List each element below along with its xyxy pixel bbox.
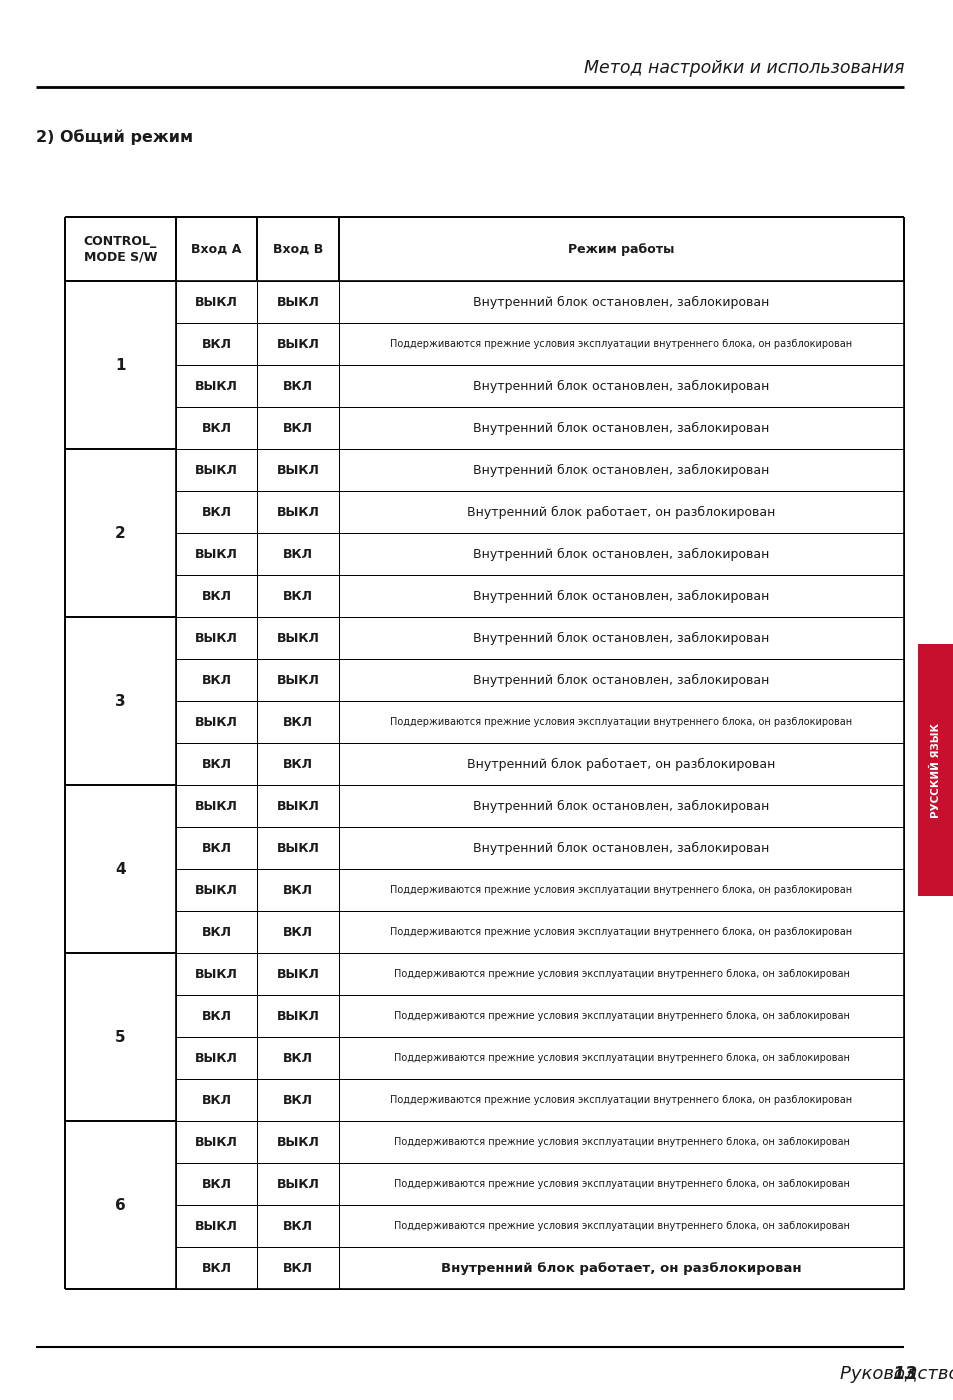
Text: ВЫКЛ: ВЫКЛ [194, 1051, 237, 1065]
Text: 6: 6 [114, 1198, 126, 1212]
Text: ВКЛ: ВКЛ [201, 505, 232, 519]
Text: 5: 5 [115, 1030, 126, 1044]
Text: ВКЛ: ВКЛ [282, 925, 313, 939]
Text: ВЫКЛ: ВЫКЛ [194, 295, 237, 309]
Text: Поддерживаются прежние условия эксплуатации внутреннего блока, он разблокирован: Поддерживаются прежние условия эксплуата… [390, 339, 852, 350]
Text: ВКЛ: ВКЛ [201, 1009, 232, 1023]
Text: ВКЛ: ВКЛ [201, 1261, 232, 1275]
Text: 2: 2 [114, 526, 126, 540]
Text: Метод настройки и использования: Метод настройки и использования [583, 59, 903, 77]
Text: ВКЛ: ВКЛ [201, 925, 232, 939]
Text: ВКЛ: ВКЛ [282, 1261, 313, 1275]
Text: 1: 1 [115, 358, 126, 372]
Text: ВЫКЛ: ВЫКЛ [276, 841, 319, 855]
Text: ВКЛ: ВКЛ [282, 547, 313, 561]
Text: ВЫКЛ: ВЫКЛ [276, 799, 319, 813]
Text: 4: 4 [115, 862, 126, 876]
Text: Внутренний блок остановлен, заблокирован: Внутренний блок остановлен, заблокирован [473, 799, 769, 813]
Text: Внутренний блок остановлен, заблокирован: Внутренний блок остановлен, заблокирован [473, 421, 769, 435]
Text: Внутренний блок остановлен, заблокирован: Внутренний блок остановлен, заблокирован [473, 631, 769, 645]
Text: Поддерживаются прежние условия эксплуатации внутреннего блока, он разблокирован: Поддерживаются прежние условия эксплуата… [390, 717, 852, 728]
Text: Внутренний блок остановлен, заблокирован: Внутренний блок остановлен, заблокирован [473, 379, 769, 393]
Text: Поддерживаются прежние условия эксплуатации внутреннего блока, он заблокирован: Поддерживаются прежние условия эксплуата… [394, 1011, 848, 1022]
Text: ВКЛ: ВКЛ [201, 1177, 232, 1191]
Text: 13: 13 [891, 1365, 916, 1383]
Text: ВКЛ: ВКЛ [282, 421, 313, 435]
Text: ВКЛ: ВКЛ [282, 1051, 313, 1065]
Text: Внутренний блок остановлен, заблокирован: Внутренний блок остановлен, заблокирован [473, 463, 769, 477]
Text: ВЫКЛ: ВЫКЛ [276, 1135, 319, 1149]
Text: Поддерживаются прежние условия эксплуатации внутреннего блока, он разблокирован: Поддерживаются прежние условия эксплуата… [390, 927, 852, 938]
Text: ВКЛ: ВКЛ [201, 1093, 232, 1107]
Text: ВКЛ: ВКЛ [201, 673, 232, 687]
Text: Поддерживаются прежние условия эксплуатации внутреннего блока, он заблокирован: Поддерживаются прежние условия эксплуата… [394, 1179, 848, 1190]
Text: ВКЛ: ВКЛ [282, 1093, 313, 1107]
Text: ВЫКЛ: ВЫКЛ [194, 1135, 237, 1149]
Text: Поддерживаются прежние условия эксплуатации внутреннего блока, он разблокирован: Поддерживаются прежние условия эксплуата… [390, 1095, 852, 1106]
Text: ВЫКЛ: ВЫКЛ [194, 715, 237, 729]
Text: ВКЛ: ВКЛ [201, 337, 232, 351]
Text: ВЫКЛ: ВЫКЛ [194, 463, 237, 477]
Text: ВЫКЛ: ВЫКЛ [276, 337, 319, 351]
Text: ВКЛ: ВКЛ [201, 589, 232, 603]
Text: Внутренний блок работает, он разблокирован: Внутренний блок работает, он разблокиров… [467, 505, 775, 519]
Text: Поддерживаются прежние условия эксплуатации внутреннего блока, он заблокирован: Поддерживаются прежние условия эксплуата… [394, 969, 848, 980]
Text: ВЫКЛ: ВЫКЛ [194, 379, 237, 393]
Text: 3: 3 [115, 694, 126, 708]
Text: Поддерживаются прежние условия эксплуатации внутреннего блока, он заблокирован: Поддерживаются прежние условия эксплуата… [394, 1137, 848, 1148]
Text: ВЫКЛ: ВЫКЛ [276, 505, 319, 519]
Text: Внутренний блок остановлен, заблокирован: Внутренний блок остановлен, заблокирован [473, 547, 769, 561]
Text: ВЫКЛ: ВЫКЛ [276, 1177, 319, 1191]
Text: ВЫКЛ: ВЫКЛ [194, 547, 237, 561]
Text: Внутренний блок остановлен, заблокирован: Внутренний блок остановлен, заблокирован [473, 841, 769, 855]
Text: ВКЛ: ВКЛ [201, 841, 232, 855]
Text: Режим работы: Режим работы [568, 242, 674, 256]
Text: 2) Общий режим: 2) Общий режим [36, 129, 193, 144]
Text: ВКЛ: ВКЛ [282, 715, 313, 729]
Text: Внутренний блок остановлен, заблокирован: Внутренний блок остановлен, заблокирован [473, 295, 769, 309]
Text: Вход A: Вход A [191, 242, 241, 256]
Text: ВЫКЛ: ВЫКЛ [276, 1009, 319, 1023]
Text: Поддерживаются прежние условия эксплуатации внутреннего блока, он разблокирован: Поддерживаются прежние условия эксплуата… [390, 885, 852, 896]
Text: ВЫКЛ: ВЫКЛ [276, 463, 319, 477]
Text: ВЫКЛ: ВЫКЛ [276, 631, 319, 645]
Text: ВКЛ: ВКЛ [282, 589, 313, 603]
Bar [917, 644, 953, 896]
Text: Руководство по монтажу: Руководство по монтажу [839, 1365, 953, 1383]
Text: Вход B: Вход B [273, 242, 323, 256]
Text: ВЫКЛ: ВЫКЛ [194, 967, 237, 981]
Text: ВКЛ: ВКЛ [282, 757, 313, 771]
Text: ВЫКЛ: ВЫКЛ [194, 799, 237, 813]
Text: ВКЛ: ВКЛ [201, 421, 232, 435]
Text: Внутренний блок работает, он разблокирован: Внутренний блок работает, он разблокиров… [440, 1261, 801, 1275]
Text: ВКЛ: ВКЛ [282, 883, 313, 897]
Text: ВЫКЛ: ВЫКЛ [194, 883, 237, 897]
Text: ВЫКЛ: ВЫКЛ [194, 631, 237, 645]
Text: ВКЛ: ВКЛ [201, 757, 232, 771]
Text: ВКЛ: ВКЛ [282, 379, 313, 393]
Text: ВЫКЛ: ВЫКЛ [276, 967, 319, 981]
Text: ВЫКЛ: ВЫКЛ [276, 295, 319, 309]
Text: РУССКИЙ ЯЗЫК: РУССКИЙ ЯЗЫК [930, 722, 940, 818]
Text: Внутренний блок остановлен, заблокирован: Внутренний блок остановлен, заблокирован [473, 589, 769, 603]
Text: CONTROL_
MODE S/W: CONTROL_ MODE S/W [84, 235, 157, 263]
Text: Поддерживаются прежние условия эксплуатации внутреннего блока, он заблокирован: Поддерживаются прежние условия эксплуата… [394, 1053, 848, 1064]
Text: ВЫКЛ: ВЫКЛ [276, 673, 319, 687]
Text: ВКЛ: ВКЛ [282, 1219, 313, 1233]
Text: Внутренний блок работает, он разблокирован: Внутренний блок работает, он разблокиров… [467, 757, 775, 771]
Text: Поддерживаются прежние условия эксплуатации внутреннего блока, он заблокирован: Поддерживаются прежние условия эксплуата… [394, 1221, 848, 1232]
Text: Внутренний блок остановлен, заблокирован: Внутренний блок остановлен, заблокирован [473, 673, 769, 687]
Text: ВЫКЛ: ВЫКЛ [194, 1219, 237, 1233]
